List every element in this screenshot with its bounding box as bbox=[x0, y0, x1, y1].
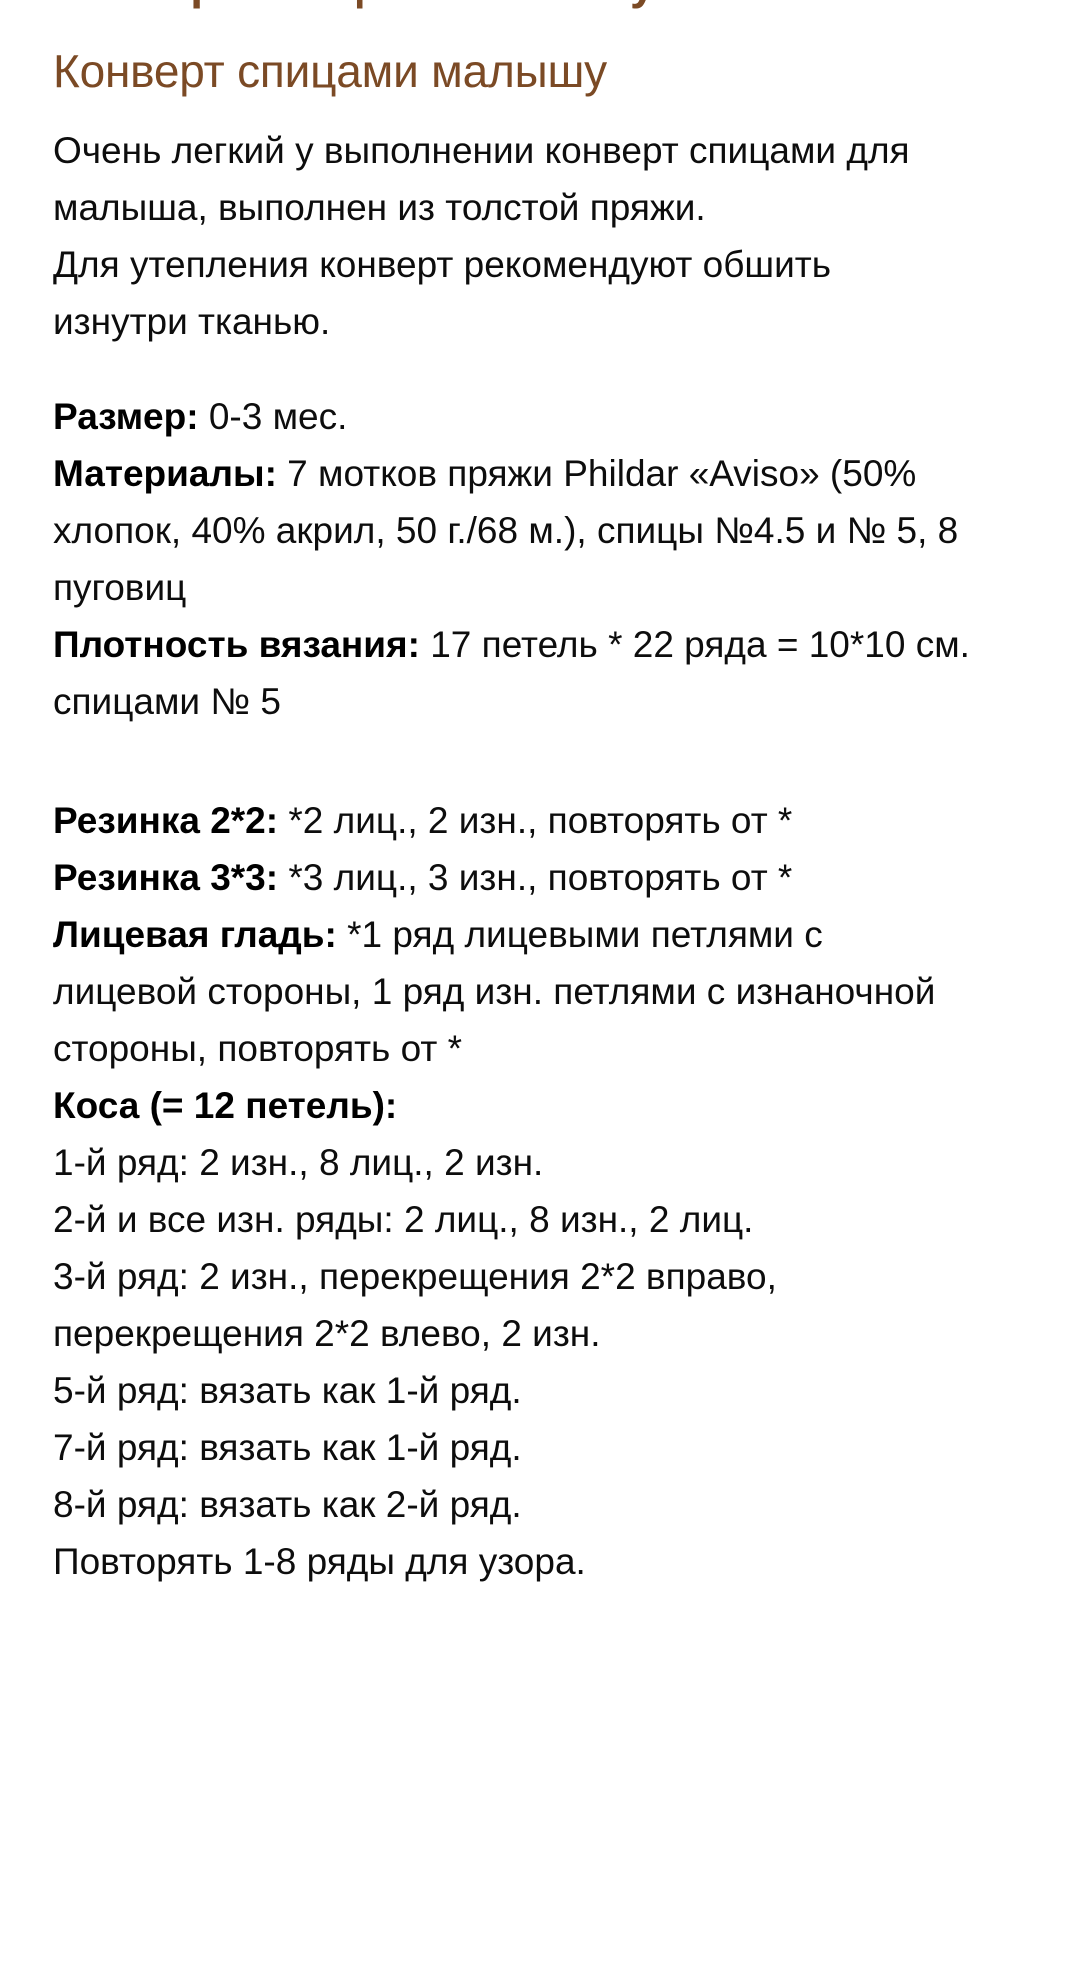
cable-row-5: 5-й ряд: вязать как 1-й ряд. bbox=[53, 1370, 522, 1411]
article-body: Конверт спицами малышу Очень легкий у вы… bbox=[53, 45, 1027, 1590]
spec-size-label: Размер: bbox=[53, 396, 199, 437]
pattern-rib-2x2: Резинка 2*2: *2 лиц., 2 изн., повторять … bbox=[53, 792, 973, 849]
spec-materials-label: Материалы: bbox=[53, 453, 277, 494]
cable-row-1: 1-й ряд: 2 изн., 8 лиц., 2 изн. bbox=[53, 1142, 544, 1183]
spec-materials-value: 7 мотков пряжи Phildar «Aviso» (50% хлоп… bbox=[53, 453, 959, 608]
pattern-rib-2x2-label: Резинка 2*2: bbox=[53, 800, 279, 841]
cable-row-2: 2-й и все изн. ряды: 2 лиц., 8 изн., 2 л… bbox=[53, 1199, 754, 1240]
spec-gauge: Плотность вязания: 17 петель * 22 ряда =… bbox=[53, 616, 973, 730]
intro-paragraph-1: Очень легкий у выполнении конверт спицам… bbox=[53, 130, 910, 228]
stitch-patterns-block: Резинка 2*2: *2 лиц., 2 изн., повторять … bbox=[53, 792, 1027, 1077]
pattern-stockinette-value: *1 ряд лицевыми петлями с лицевой сторон… bbox=[53, 914, 936, 1069]
spec-size: Размер: 0-3 мес. bbox=[53, 388, 973, 445]
spec-materials: Материалы: 7 мотков пряжи Phildar «Aviso… bbox=[53, 445, 973, 616]
spec-gauge-label: Плотность вязания: bbox=[53, 624, 420, 665]
specifications-block: Размер: 0-3 мес. Материалы: 7 мотков пря… bbox=[53, 388, 1027, 730]
pattern-stockinette-label: Лицевая гладь: bbox=[53, 914, 337, 955]
pattern-stockinette: Лицевая гладь: *1 ряд лицевыми петлями с… bbox=[53, 906, 973, 1077]
page-title: Конверт спицами малышу bbox=[53, 45, 607, 97]
cable-repeat-note: Повторять 1-8 ряды для узора. bbox=[53, 1541, 586, 1582]
intro-paragraph-2: Для утепления конверт рекомендуют обшить… bbox=[53, 244, 831, 342]
cable-pattern-heading: Коса (= 12 петель): bbox=[53, 1085, 398, 1126]
clipped-previous-heading: Конверт спицами малышу bbox=[53, 0, 953, 12]
pattern-rib-3x3: Резинка 3*3: *3 лиц., 3 изн., повторять … bbox=[53, 849, 973, 906]
pattern-rib-2x2-value: *2 лиц., 2 изн., повторять от * bbox=[278, 800, 793, 841]
cable-pattern-block: Коса (= 12 петель): 1-й ряд: 2 изн., 8 л… bbox=[53, 1077, 1027, 1590]
cable-row-8: 8-й ряд: вязать как 2-й ряд. bbox=[53, 1484, 522, 1525]
cable-row-7: 7-й ряд: вязать как 1-й ряд. bbox=[53, 1427, 522, 1468]
pattern-rib-3x3-value: *3 лиц., 3 изн., повторять от * bbox=[278, 857, 793, 898]
spec-size-value: 0-3 мес. bbox=[198, 396, 348, 437]
cable-row-3: 3-й ряд: 2 изн., перекрещения 2*2 вправо… bbox=[53, 1256, 777, 1354]
spec-gauge-value: 17 петель * 22 ряда = 10*10 см. спицами … bbox=[53, 624, 970, 722]
pattern-rib-3x3-label: Резинка 3*3: bbox=[53, 857, 279, 898]
